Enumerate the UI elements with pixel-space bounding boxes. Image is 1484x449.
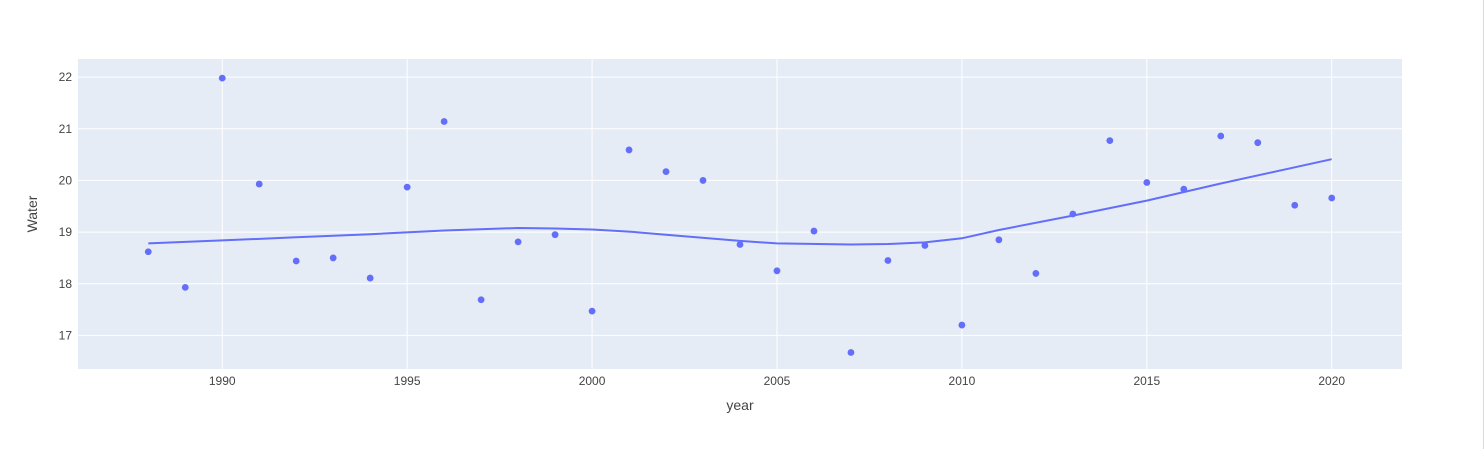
x-tick-label: 2010 (949, 374, 976, 388)
data-point[interactable] (1328, 194, 1336, 202)
x-tick-label: 1995 (394, 374, 421, 388)
y-axis-title: Water (24, 195, 40, 232)
y-tick-label: 20 (59, 173, 73, 187)
data-point[interactable] (1143, 179, 1151, 186)
data-point[interactable] (514, 238, 522, 246)
x-tick-label: 2020 (1318, 374, 1345, 388)
data-point[interactable] (181, 283, 189, 291)
data-point[interactable] (810, 227, 818, 235)
data-point[interactable] (440, 118, 448, 125)
data-point[interactable] (884, 257, 892, 264)
y-tick-label: 21 (59, 122, 73, 136)
data-point[interactable] (588, 307, 596, 315)
data-point[interactable] (1032, 270, 1040, 277)
data-point[interactable] (1069, 210, 1077, 218)
y-tick-label: 17 (59, 328, 73, 342)
trend-line-series (148, 158, 1332, 246)
trend-line (148, 158, 1332, 246)
data-point[interactable] (736, 241, 744, 248)
y-gridlines (78, 76, 1402, 336)
data-point[interactable] (1217, 132, 1225, 140)
x-tick-label: 1990 (209, 374, 236, 388)
data-point[interactable] (292, 257, 300, 265)
scatter-points-series (144, 74, 1336, 356)
x-tick-label: 2015 (1133, 374, 1160, 388)
data-point[interactable] (551, 231, 559, 239)
y-tick-label: 18 (59, 277, 73, 291)
x-tick-label: 2000 (579, 374, 606, 388)
data-point[interactable] (255, 180, 263, 188)
data-point[interactable] (995, 236, 1003, 244)
data-point[interactable] (1291, 201, 1299, 209)
data-point[interactable] (773, 267, 781, 275)
data-point[interactable] (144, 248, 152, 256)
data-point[interactable] (477, 296, 485, 304)
data-point[interactable] (699, 177, 707, 184)
data-point[interactable] (1254, 139, 1262, 147)
plot-area-background (78, 59, 1402, 369)
x-axis-title: year (726, 397, 754, 413)
data-point[interactable] (329, 254, 337, 262)
x-axis-tick-labels: 1990 1995 2000 2005 2010 2015 2020 (209, 374, 1346, 388)
data-point[interactable] (625, 146, 633, 154)
y-tick-label: 22 (59, 70, 73, 84)
data-point[interactable] (403, 183, 411, 191)
data-point[interactable] (218, 74, 226, 82)
data-point[interactable] (921, 242, 929, 249)
data-point[interactable] (1106, 137, 1114, 145)
data-point[interactable] (847, 349, 855, 356)
data-point[interactable] (366, 274, 374, 282)
data-point[interactable] (958, 321, 966, 329)
x-tick-label: 2005 (764, 374, 791, 388)
y-tick-label: 19 (59, 225, 73, 239)
data-point[interactable] (662, 168, 670, 176)
y-axis-tick-labels: 17 18 19 20 21 22 (59, 70, 73, 342)
x-gridlines (221, 59, 1333, 369)
data-point[interactable] (1180, 185, 1188, 193)
